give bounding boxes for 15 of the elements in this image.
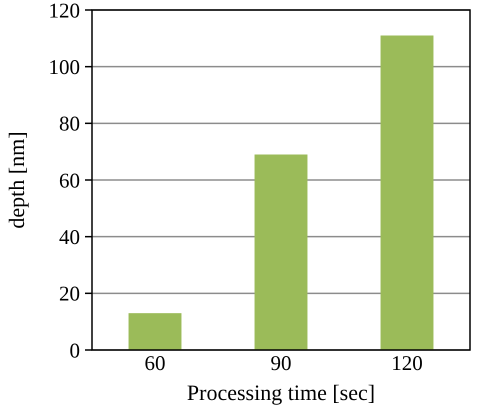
x-axis-title: Processing time [sec] xyxy=(186,380,376,405)
y-tick-label: 80 xyxy=(59,112,80,136)
y-tick-label: 60 xyxy=(59,168,80,192)
y-tick-label: 0 xyxy=(70,338,80,362)
bar xyxy=(128,313,182,350)
x-tick-label: 120 xyxy=(391,351,423,375)
y-tick-label: 120 xyxy=(48,0,80,22)
x-tick-label: 60 xyxy=(144,351,166,375)
x-tick-label: 90 xyxy=(270,351,292,375)
y-tick-label: 20 xyxy=(59,282,80,306)
y-tick-label: 40 xyxy=(59,225,80,250)
bar xyxy=(380,36,434,350)
bar xyxy=(254,154,308,350)
y-tick-label: 100 xyxy=(48,55,80,80)
y-axis-title: depth [nm] xyxy=(4,131,29,229)
